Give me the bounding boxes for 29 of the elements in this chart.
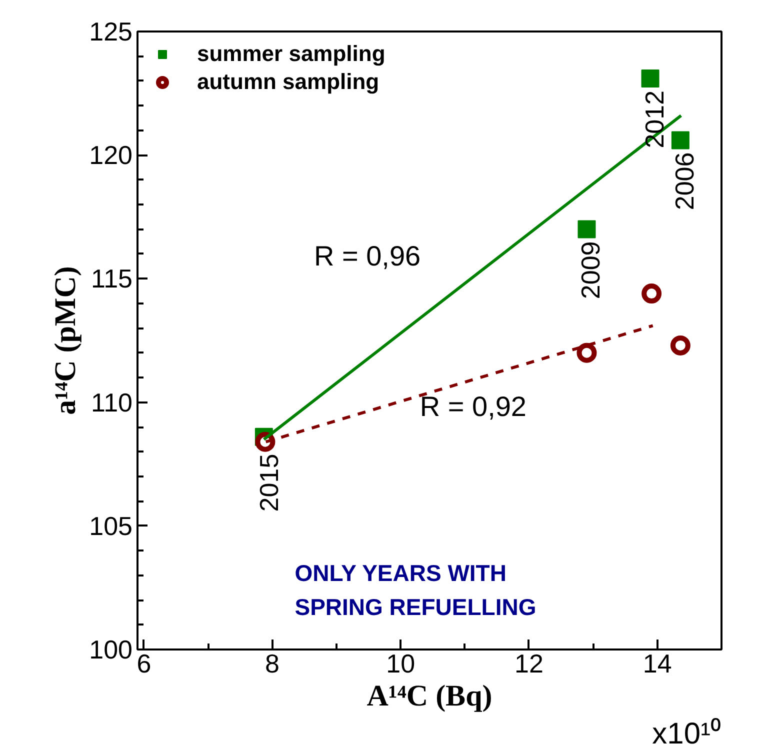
x-tick-label: 14 — [642, 648, 672, 678]
annotation: 2009 — [576, 241, 606, 300]
point — [670, 335, 690, 356]
point — [576, 342, 597, 363]
y-tick-label: 105 — [89, 510, 133, 541]
x-tick-label: 6 — [136, 648, 152, 678]
point — [642, 284, 662, 304]
x-tick-label: 8 — [265, 648, 280, 678]
x-axis-title: A¹⁴C (Bq) — [366, 680, 492, 712]
point — [578, 220, 596, 238]
legend-label: autumn sampling — [197, 69, 380, 95]
y-tick-label: 125 — [89, 16, 133, 46]
legend-label: summer sampling — [197, 41, 386, 67]
annotation: R = 0,96 — [314, 240, 421, 272]
annotation: ONLY YEARS WITH SPRING REFUELLING — [294, 560, 536, 620]
y-tick-label: 115 — [91, 264, 133, 294]
annotation: R = 0,92 — [420, 391, 527, 422]
y-axis-title: a¹⁴C (pMC) — [49, 266, 82, 415]
y-tick-label: 120 — [89, 140, 133, 170]
x-tick-label: 10 — [386, 648, 416, 678]
annotation: 2012 — [639, 90, 670, 148]
annotation: 2006 — [669, 152, 700, 210]
point — [641, 69, 660, 88]
annotation: 2015 — [254, 454, 284, 512]
y-tick-label: 100 — [89, 634, 133, 664]
text: x10¹⁰ — [652, 718, 722, 750]
y-tick-label: 110 — [91, 387, 133, 418]
point — [671, 131, 690, 150]
x-tick-label: 12 — [514, 648, 544, 678]
